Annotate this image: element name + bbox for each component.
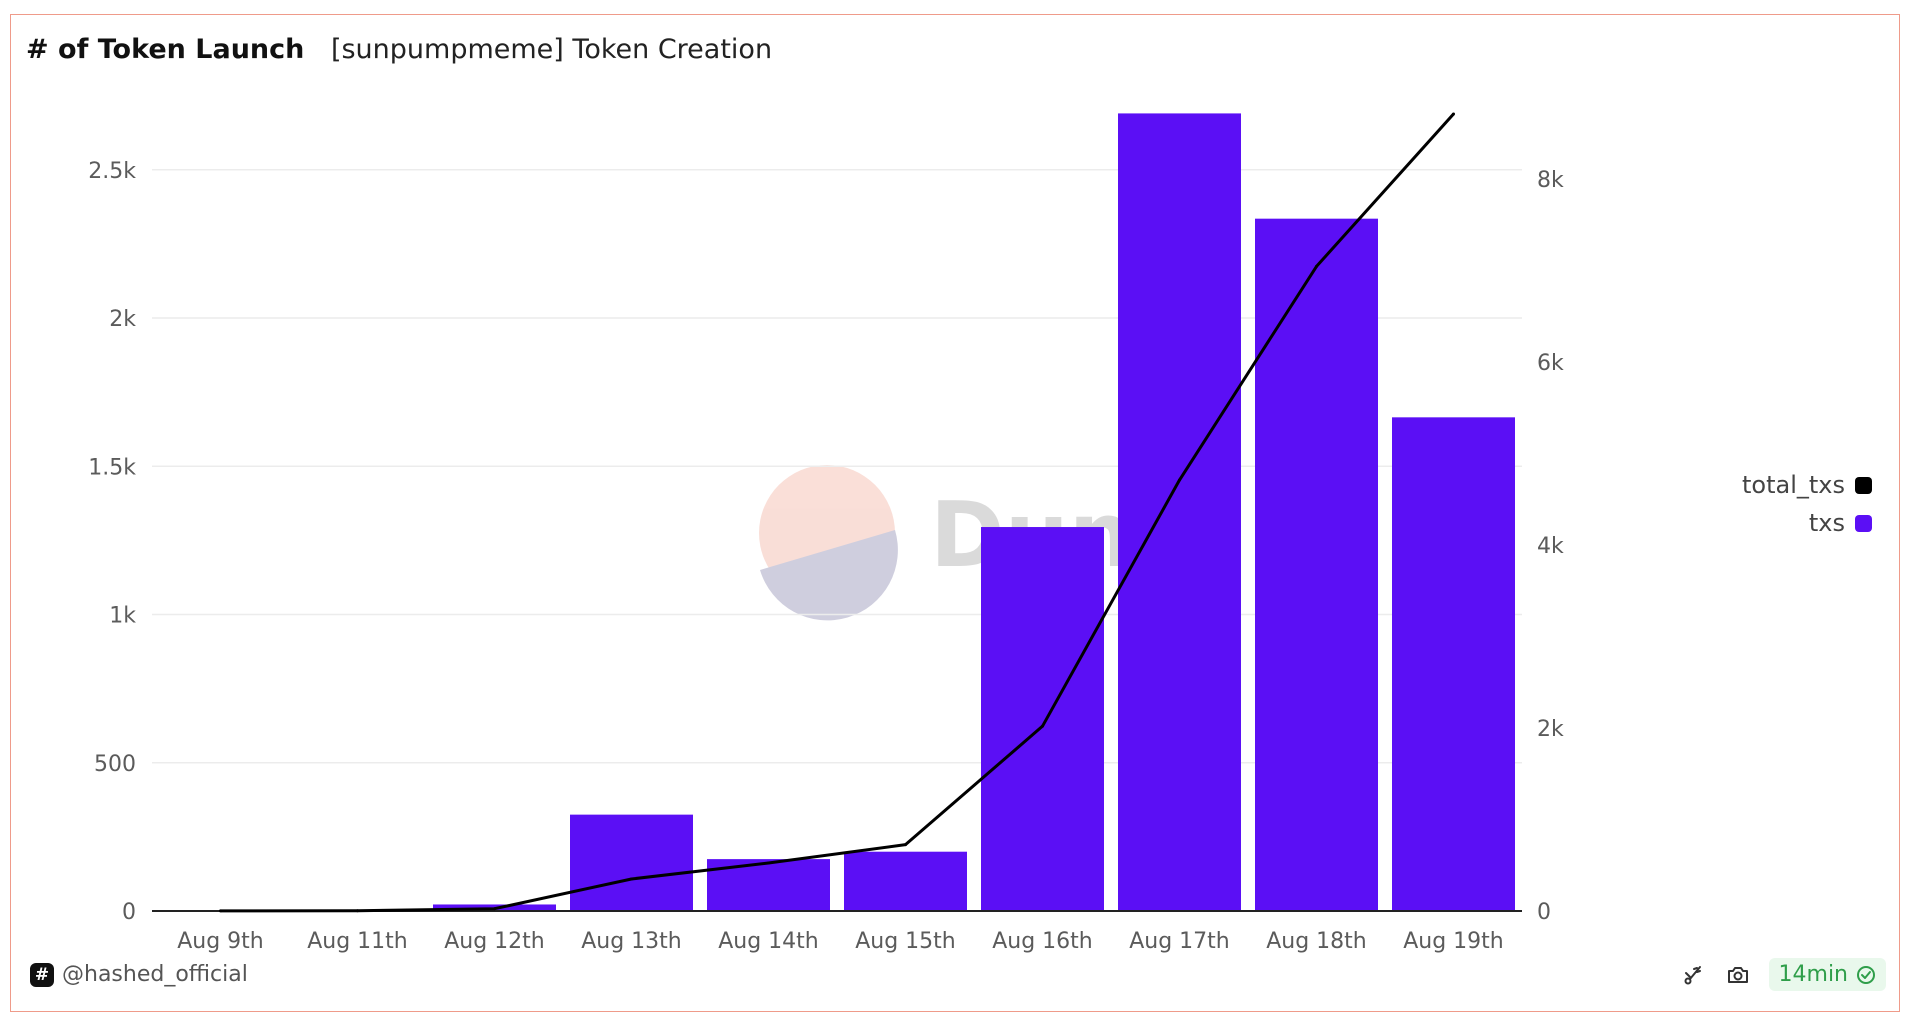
footer-actions: 14min bbox=[1681, 958, 1886, 991]
x-tick-label: Aug 13th bbox=[581, 929, 682, 954]
y-right-tick-label: 6k bbox=[1537, 351, 1564, 376]
x-tick-label: Aug 11th bbox=[307, 929, 408, 954]
legend: total_txs txs bbox=[1742, 466, 1872, 542]
total-txs-point bbox=[1041, 724, 1044, 728]
footer-author[interactable]: # @hashed_official bbox=[30, 962, 248, 987]
x-tick-label: Aug 16th bbox=[992, 929, 1093, 954]
y-left-tick-label: 2k bbox=[109, 307, 136, 332]
total-txs-point bbox=[219, 909, 222, 913]
camera-icon[interactable] bbox=[1725, 962, 1751, 988]
y-left-tick-label: 1k bbox=[109, 604, 136, 629]
fork-icon[interactable] bbox=[1681, 962, 1707, 988]
y-left-tick-label: 0 bbox=[122, 900, 136, 925]
x-tick-label: Aug 17th bbox=[1129, 929, 1230, 954]
x-tick-label: Aug 9th bbox=[177, 929, 264, 954]
check-circle-icon bbox=[1857, 965, 1875, 984]
y-right-tick-label: 4k bbox=[1537, 534, 1564, 559]
x-tick-label: Aug 15th bbox=[855, 929, 956, 954]
freshness-badge[interactable]: 14min bbox=[1768, 958, 1886, 991]
y-right-tick-label: 2k bbox=[1537, 717, 1564, 742]
chart-subtitle: [sunpumpmeme] Token Creation bbox=[330, 34, 773, 65]
total-txs-point bbox=[767, 861, 770, 865]
y-right-tick-label: 0 bbox=[1537, 900, 1551, 925]
legend-label-txs: txs bbox=[1808, 509, 1845, 537]
y-right-tick-label: 8k bbox=[1537, 168, 1564, 193]
total-txs-point bbox=[1178, 478, 1181, 482]
x-tick-label: Aug 18th bbox=[1266, 929, 1367, 954]
chart-panel bbox=[10, 14, 1900, 1012]
legend-swatch-total-txs bbox=[1855, 476, 1872, 494]
x-tick-label: Aug 14th bbox=[718, 929, 819, 954]
total-txs-point bbox=[904, 843, 907, 847]
legend-item-total-txs[interactable]: total_txs bbox=[1742, 466, 1872, 504]
bar bbox=[1255, 218, 1378, 912]
y-left-tick-label: 1.5k bbox=[88, 455, 136, 480]
author-handle: @hashed_official bbox=[62, 962, 248, 987]
hash-logo-icon: # bbox=[30, 962, 54, 987]
bar bbox=[844, 851, 967, 911]
bar bbox=[1118, 113, 1241, 912]
x-tick-label: Aug 19th bbox=[1403, 929, 1504, 954]
y-left-tick-label: 2.5k bbox=[88, 159, 136, 184]
bar bbox=[1392, 417, 1515, 911]
total-txs-point bbox=[630, 877, 633, 881]
legend-item-txs[interactable]: txs bbox=[1742, 504, 1872, 542]
bar bbox=[981, 527, 1104, 911]
x-tick-label: Aug 12th bbox=[444, 929, 545, 954]
y-left-tick-label: 500 bbox=[94, 752, 136, 777]
total-txs-point bbox=[356, 909, 359, 913]
chart-header: # of Token Launch [sunpumpmeme] Token Cr… bbox=[26, 34, 772, 65]
legend-swatch-txs bbox=[1855, 514, 1872, 532]
bar bbox=[570, 814, 693, 911]
total-txs-line bbox=[220, 113, 1455, 913]
dune-logo-half bbox=[760, 530, 898, 621]
total-txs-point bbox=[1452, 112, 1455, 116]
chart-title: # of Token Launch bbox=[26, 34, 305, 65]
total-txs-point bbox=[1315, 264, 1318, 268]
freshness-text: 14min bbox=[1778, 962, 1848, 987]
total-txs-point bbox=[493, 907, 496, 911]
legend-label-total-txs: total_txs bbox=[1742, 471, 1845, 499]
